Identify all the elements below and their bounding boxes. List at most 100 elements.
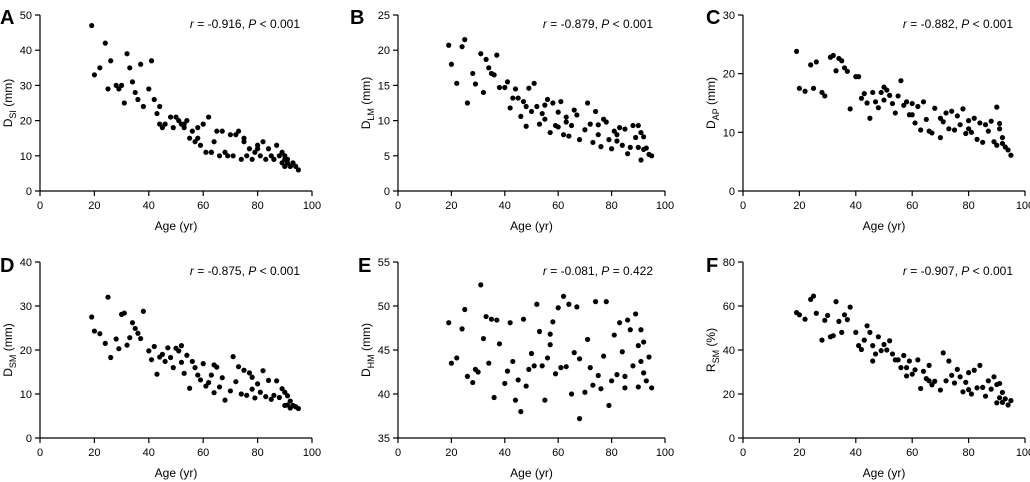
data-point: [249, 386, 255, 392]
data-point: [898, 78, 904, 84]
data-point: [625, 317, 631, 323]
data-point: [184, 118, 190, 124]
data-point: [552, 371, 559, 377]
y-tick-label: 0: [729, 186, 735, 198]
y-axis-title: DHM (mm): [359, 323, 376, 377]
data-point: [802, 316, 808, 322]
data-point: [940, 119, 946, 125]
data-point: [454, 355, 460, 361]
data-point: [819, 89, 825, 96]
y-axis-title: DSM (mm): [1, 323, 18, 377]
y-title-unit: (%): [704, 328, 718, 350]
data-point: [991, 374, 997, 380]
data-point: [244, 392, 250, 398]
x-tick-label: 100: [656, 200, 674, 212]
stat-stat-r-symbol: r: [190, 17, 195, 31]
data-point: [870, 89, 876, 96]
data-point: [606, 137, 612, 143]
data-point: [555, 109, 561, 115]
data-point: [293, 163, 299, 169]
data-point: [884, 87, 890, 93]
data-point: [244, 153, 250, 159]
data-point: [875, 105, 881, 111]
data-point: [622, 385, 628, 391]
stat-stat-r-symbol: r: [190, 264, 195, 278]
data-point: [97, 65, 103, 71]
data-point: [611, 332, 617, 338]
data-point: [988, 118, 994, 124]
data-point: [271, 392, 277, 398]
data-point: [192, 365, 198, 371]
data-point: [974, 385, 980, 391]
y-tick-label: 15: [378, 80, 390, 92]
y-tick-label: 20: [723, 69, 735, 81]
x-tick-label: 80: [962, 447, 974, 459]
data-point: [568, 391, 575, 397]
panel-a: A 0 20 40 60 80 100 0 10 20 30 40 50 Age (yr) DSI (mm)…: [0, 7, 321, 233]
x-tick-label: 40: [850, 447, 862, 459]
y-tick-label: 80: [723, 257, 735, 269]
data-point: [856, 74, 862, 80]
data-point: [963, 379, 969, 385]
data-point: [102, 40, 108, 46]
data-point: [181, 125, 187, 131]
data-point: [999, 135, 1006, 141]
x-tick-label: 40: [499, 447, 511, 459]
data-point: [539, 363, 545, 369]
data-point: [542, 397, 548, 403]
data-point: [454, 80, 460, 86]
data-point: [563, 114, 569, 120]
data-point: [230, 153, 236, 159]
y-tick-label: 35: [378, 433, 390, 445]
x-axis-title: Age (yr): [510, 466, 553, 480]
data-point: [991, 139, 997, 145]
y-tick-label: 10: [378, 116, 390, 128]
x-tick-label: 20: [445, 200, 457, 212]
data-point: [200, 361, 206, 367]
data-point: [192, 139, 198, 145]
stat-stat-p-value: < 0.001: [256, 17, 300, 31]
panel-letter: E: [358, 255, 371, 277]
data-point: [909, 100, 915, 107]
y-title-subscript: LM: [366, 108, 376, 121]
data-point: [159, 351, 165, 357]
stat-stat-r-symbol: r: [543, 264, 548, 278]
data-point: [881, 341, 887, 348]
data-point: [547, 129, 553, 136]
y-title-main: R: [704, 363, 718, 372]
data-point: [889, 100, 896, 107]
data-point: [138, 335, 144, 342]
data-point: [483, 56, 489, 62]
data-point: [929, 130, 935, 136]
data-point: [284, 156, 291, 162]
data-point: [646, 354, 652, 360]
panel-letter: F: [706, 255, 718, 277]
data-point: [176, 348, 182, 354]
data-point: [635, 384, 641, 390]
data-point: [985, 128, 991, 134]
data-point: [864, 323, 870, 329]
data-point: [977, 120, 983, 126]
panel-letter: C: [706, 7, 720, 29]
data-point: [528, 108, 535, 115]
data-point: [1005, 147, 1011, 153]
data-point: [915, 357, 921, 363]
y-tick-label: 40: [378, 389, 390, 401]
data-point: [641, 370, 647, 376]
data-point: [638, 327, 644, 333]
y-tick-label: 10: [723, 127, 735, 139]
data-point: [195, 125, 201, 131]
data-point: [943, 110, 949, 116]
stat-stat-p-symbol: P: [601, 17, 609, 31]
data-point: [176, 118, 182, 124]
data-point: [102, 340, 108, 346]
data-point: [462, 37, 468, 43]
data-point: [108, 354, 114, 361]
data-point: [547, 331, 553, 337]
data-point: [584, 336, 591, 343]
data-point: [598, 386, 604, 392]
stat-stat-p-symbol: P: [248, 264, 256, 278]
data-point: [997, 395, 1003, 401]
x-tick-label: 20: [793, 200, 805, 212]
data-point: [279, 149, 285, 155]
